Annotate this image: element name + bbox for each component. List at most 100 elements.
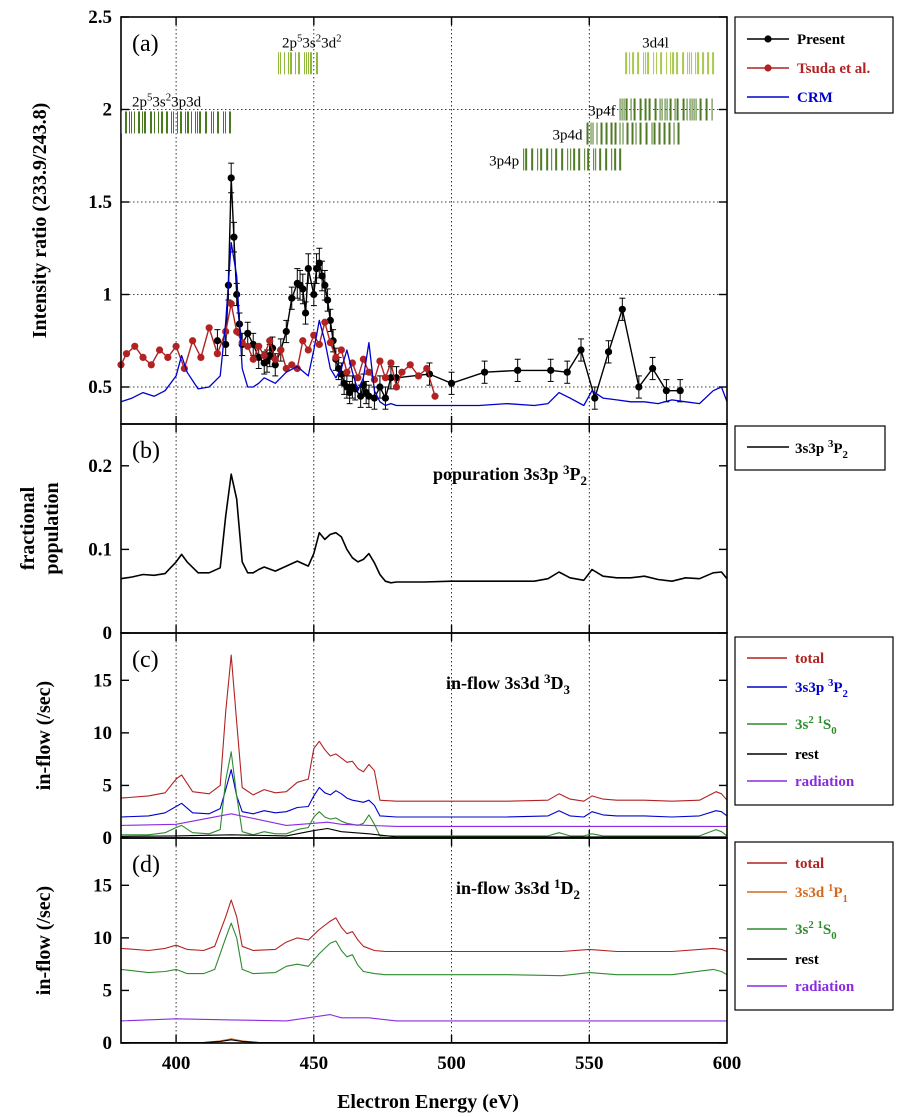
transition-mark	[654, 98, 657, 121]
transition-mark	[599, 148, 602, 171]
transition-mark	[643, 52, 645, 75]
transition-mark	[578, 148, 581, 171]
transition-mark	[537, 148, 539, 171]
data-point	[635, 383, 643, 391]
legend-label: 3s3d 1P1	[795, 882, 848, 905]
data-point	[266, 351, 274, 360]
data-point	[205, 324, 213, 332]
transition-mark	[551, 148, 553, 171]
legend-box-b	[734, 425, 886, 471]
transition-mark	[645, 122, 648, 145]
legend-label: radiation	[795, 774, 855, 790]
data-point	[423, 364, 431, 373]
data-point	[370, 394, 379, 402]
transition-mark	[290, 52, 293, 75]
transition-mark	[623, 98, 625, 121]
panel-frame	[120, 632, 728, 839]
data-point	[676, 387, 684, 395]
data-point	[326, 339, 334, 347]
transition-mark	[614, 148, 617, 171]
transition-mark	[637, 52, 640, 75]
data-point	[398, 368, 406, 376]
transition-mark	[131, 111, 132, 134]
transition-mark	[150, 111, 152, 134]
data-point	[266, 337, 274, 345]
legend-box-c	[734, 636, 894, 806]
transition-mark	[525, 148, 528, 171]
legend-label: Present	[797, 32, 845, 48]
data-point	[227, 174, 235, 182]
y-axis-label-d: in-flow (/sec)	[33, 886, 55, 995]
data-point	[332, 353, 340, 361]
series-line	[121, 751, 728, 837]
transition-mark	[567, 148, 569, 171]
transition-mark	[177, 111, 178, 134]
data-point	[172, 342, 180, 350]
y-tick-label: 0	[103, 828, 113, 849]
data-point	[381, 374, 390, 382]
transition-mark	[689, 98, 691, 121]
x-tick-label: 550	[575, 1053, 604, 1074]
data-point	[139, 353, 147, 361]
y-tick-label: 15	[93, 670, 112, 691]
data-point	[310, 290, 318, 299]
transition-mark	[308, 52, 310, 75]
transition-mark	[129, 111, 130, 134]
transition-mark	[614, 122, 617, 145]
transition-mark	[125, 111, 127, 134]
data-point	[346, 388, 354, 397]
transition-mark	[142, 111, 143, 134]
series-line	[120, 899, 728, 953]
transition-mark	[691, 52, 693, 75]
transition-mark	[288, 52, 290, 75]
data-point	[299, 285, 307, 293]
transition-mark	[689, 52, 691, 75]
transition-mark	[639, 98, 642, 121]
transition-mark	[523, 148, 525, 171]
series-d-4	[120, 1014, 727, 1022]
y-tick-label: 10	[93, 723, 112, 744]
data-point	[563, 368, 571, 376]
panel-frame	[120, 16, 728, 425]
transition-mark	[199, 111, 201, 134]
legend-label: rest	[795, 952, 819, 968]
data-point	[197, 353, 205, 361]
series-line	[120, 922, 728, 977]
transition-mark	[316, 52, 319, 75]
data-point	[230, 233, 238, 241]
data-point	[222, 327, 230, 336]
data-point	[227, 300, 235, 308]
series-line	[120, 813, 727, 827]
data-point	[299, 337, 307, 345]
transition-mark	[648, 98, 651, 121]
transition-mark	[653, 122, 656, 145]
series-line	[120, 769, 728, 818]
legend-label: 3s2 1S0	[795, 919, 837, 942]
series-d-0	[120, 899, 728, 953]
transition-mark	[295, 52, 297, 75]
data-point	[649, 364, 657, 373]
transition-mark	[697, 52, 700, 75]
x-tick-label: 450	[300, 1053, 329, 1074]
transition-mark	[298, 52, 301, 75]
data-point	[147, 361, 155, 369]
configuration-annotation: 3d4l	[625, 35, 715, 75]
data-point	[365, 368, 373, 376]
transition-mark	[661, 98, 663, 121]
transition-mark	[659, 98, 661, 121]
transition-mark	[195, 111, 196, 134]
data-point	[392, 383, 401, 391]
transition-mark	[213, 111, 214, 134]
data-point	[213, 350, 222, 358]
transition-mark	[630, 98, 632, 121]
legend-label: 3s3p 3P2	[795, 438, 848, 461]
transition-mark	[668, 122, 671, 145]
data-point	[260, 351, 268, 360]
transition-mark	[695, 98, 697, 121]
transition-mark	[306, 52, 308, 75]
y-tick-label: 10	[93, 928, 112, 949]
data-point	[387, 374, 395, 382]
panel-annotation: popuration 3s3p 3P2	[433, 462, 587, 488]
transition-mark	[596, 122, 598, 145]
